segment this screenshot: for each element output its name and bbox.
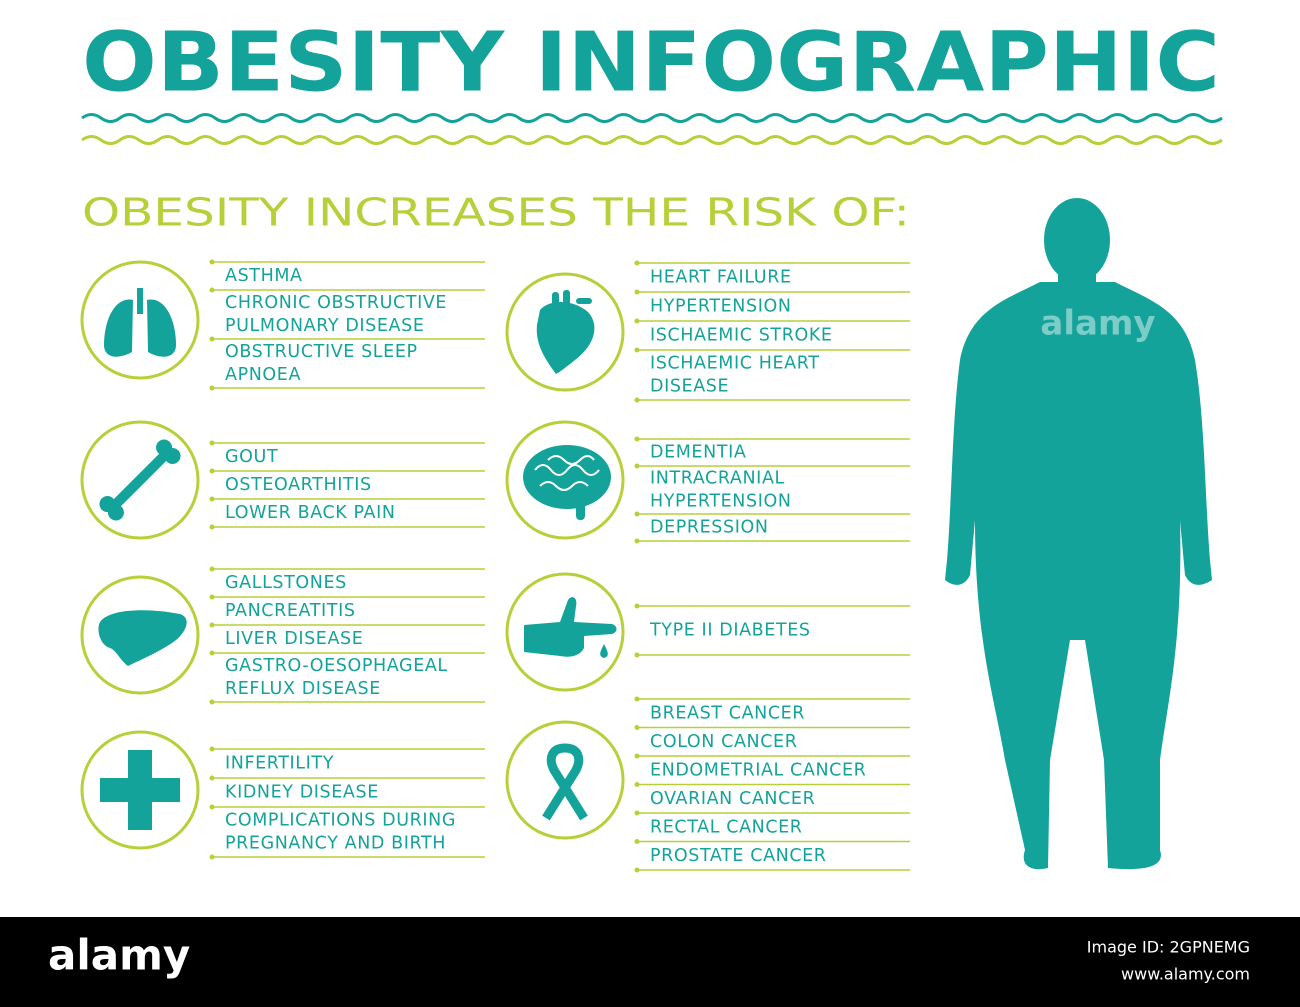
separator-dot	[634, 782, 640, 787]
silhouette	[945, 198, 1212, 870]
ribbon-icon	[542, 743, 588, 821]
risk-item: LOWER BACK PAIN	[225, 503, 396, 523]
separator-dot	[209, 622, 215, 628]
separator-dot	[634, 696, 640, 702]
risk-item: PULMONARY DISEASE	[225, 316, 424, 336]
separator-dot	[634, 289, 640, 295]
subtitle: OBESITY INCREASES THE RISK OF:	[82, 191, 910, 235]
title: OBESITY INFOGRAPHIC	[82, 15, 1220, 110]
separator-dot	[209, 259, 215, 265]
risk-item: DEMENTIA	[650, 443, 746, 463]
separator-dot	[209, 336, 215, 342]
icon-ring	[505, 720, 625, 840]
separator-dot	[634, 260, 640, 266]
separator-dot	[209, 775, 215, 781]
risk-item: ASTHMA	[225, 266, 303, 286]
separator-dot	[634, 511, 640, 517]
risk-item: OVARIAN CANCER	[650, 789, 815, 809]
separator-dot	[634, 318, 640, 324]
wave-line	[81, 113, 1223, 123]
image-id: Image ID: 2GPNEMG	[1087, 938, 1250, 957]
separator-dot	[634, 867, 640, 873]
risk-item: GOUT	[225, 447, 278, 467]
heart-icon	[536, 290, 595, 374]
risk-item: KIDNEY DISEASE	[225, 783, 379, 803]
separator-dot	[634, 436, 640, 442]
icon-ring	[505, 420, 625, 540]
separator-dot	[634, 538, 640, 544]
risk-item: ENDOMETRIAL CANCER	[650, 760, 866, 780]
watermark: alamy	[1040, 304, 1155, 344]
separator-dot	[209, 524, 215, 530]
separator-dot	[634, 753, 640, 759]
icon-ring	[80, 260, 200, 380]
risk-item: HYPERTENSION	[650, 492, 792, 512]
risk-lists: ASTHMA CHRONIC OBSTRUCTIVE PULMONARY DISEA…	[209, 259, 910, 873]
separator-dot	[634, 603, 640, 609]
risk-item: HYPERTENSION	[650, 297, 792, 317]
risk-item: DEPRESSION	[650, 518, 769, 538]
risk-item: TYPE II DIABETES	[649, 621, 811, 641]
bone-icon	[99, 439, 181, 521]
risk-item: ISCHAEMIC HEART	[650, 354, 819, 374]
risk-item: HEART FAILURE	[650, 268, 792, 288]
wave-line	[81, 135, 1223, 145]
icon-ring	[80, 730, 200, 850]
risk-item: OBSTRUCTIVE SLEEP	[225, 342, 418, 362]
separator-dot	[634, 839, 640, 844]
separator-dot	[209, 594, 215, 600]
risk-item: INTRACRANIAL	[650, 469, 785, 489]
separator-dot	[209, 496, 215, 502]
separator-dot	[634, 810, 640, 816]
icon-ring	[505, 572, 625, 692]
icon-ring	[505, 272, 625, 392]
risk-item: REFLUX DISEASE	[225, 679, 381, 699]
risk-item: GASTRO-OESOPHAGEAL	[225, 656, 448, 676]
lungs-icon	[104, 288, 176, 357]
separator-dot	[634, 347, 640, 353]
icon-ring	[80, 575, 200, 695]
liver-icon	[98, 610, 187, 666]
risk-item: PROSTATE CANCER	[650, 846, 827, 866]
separator-dot	[209, 385, 215, 391]
separator-dot	[209, 699, 215, 705]
risk-item: GALLSTONES	[225, 573, 347, 593]
separator-dot	[634, 463, 640, 469]
risk-item: PANCREATITIS	[225, 601, 356, 621]
risk-item: BREAST CANCER	[650, 703, 805, 723]
icons	[80, 260, 625, 850]
risk-item: LIVER DISEASE	[225, 629, 363, 649]
separator-dot	[209, 746, 215, 752]
footer-logo[interactable]: alamy	[48, 931, 190, 980]
risk-item: PREGNANCY AND BIRTH	[225, 834, 446, 854]
separator-dot	[634, 397, 640, 403]
separator-dot	[209, 287, 215, 293]
separator-dot	[209, 804, 215, 810]
risk-item: DISEASE	[650, 377, 729, 397]
brain-icon	[523, 445, 611, 520]
separator-dot	[209, 468, 215, 474]
risk-item: RECTAL CANCER	[650, 817, 803, 837]
risk-item: ISCHAEMIC STROKE	[650, 326, 833, 346]
separator-dot	[209, 650, 215, 656]
separator-dot	[209, 566, 215, 572]
hand-icon	[524, 597, 617, 658]
footer-url[interactable]: www.alamy.com	[1121, 965, 1250, 984]
risk-item: COMPLICATIONS DURING	[225, 811, 456, 831]
icon-ring	[80, 420, 200, 540]
separator-dot	[634, 652, 640, 658]
risk-item: INFERTILITY	[225, 754, 334, 774]
separator-dot	[209, 854, 215, 860]
risk-item: CHRONIC OBSTRUCTIVE	[225, 293, 447, 313]
risk-item: APNOEA	[225, 365, 301, 385]
separator-dot	[634, 725, 640, 730]
risk-item: COLON CANCER	[650, 732, 797, 752]
plus-icon	[100, 750, 180, 830]
footer-bar	[0, 917, 1300, 1007]
separator-dot	[209, 440, 215, 446]
risk-item: OSTEOARTHITIS	[225, 475, 372, 495]
